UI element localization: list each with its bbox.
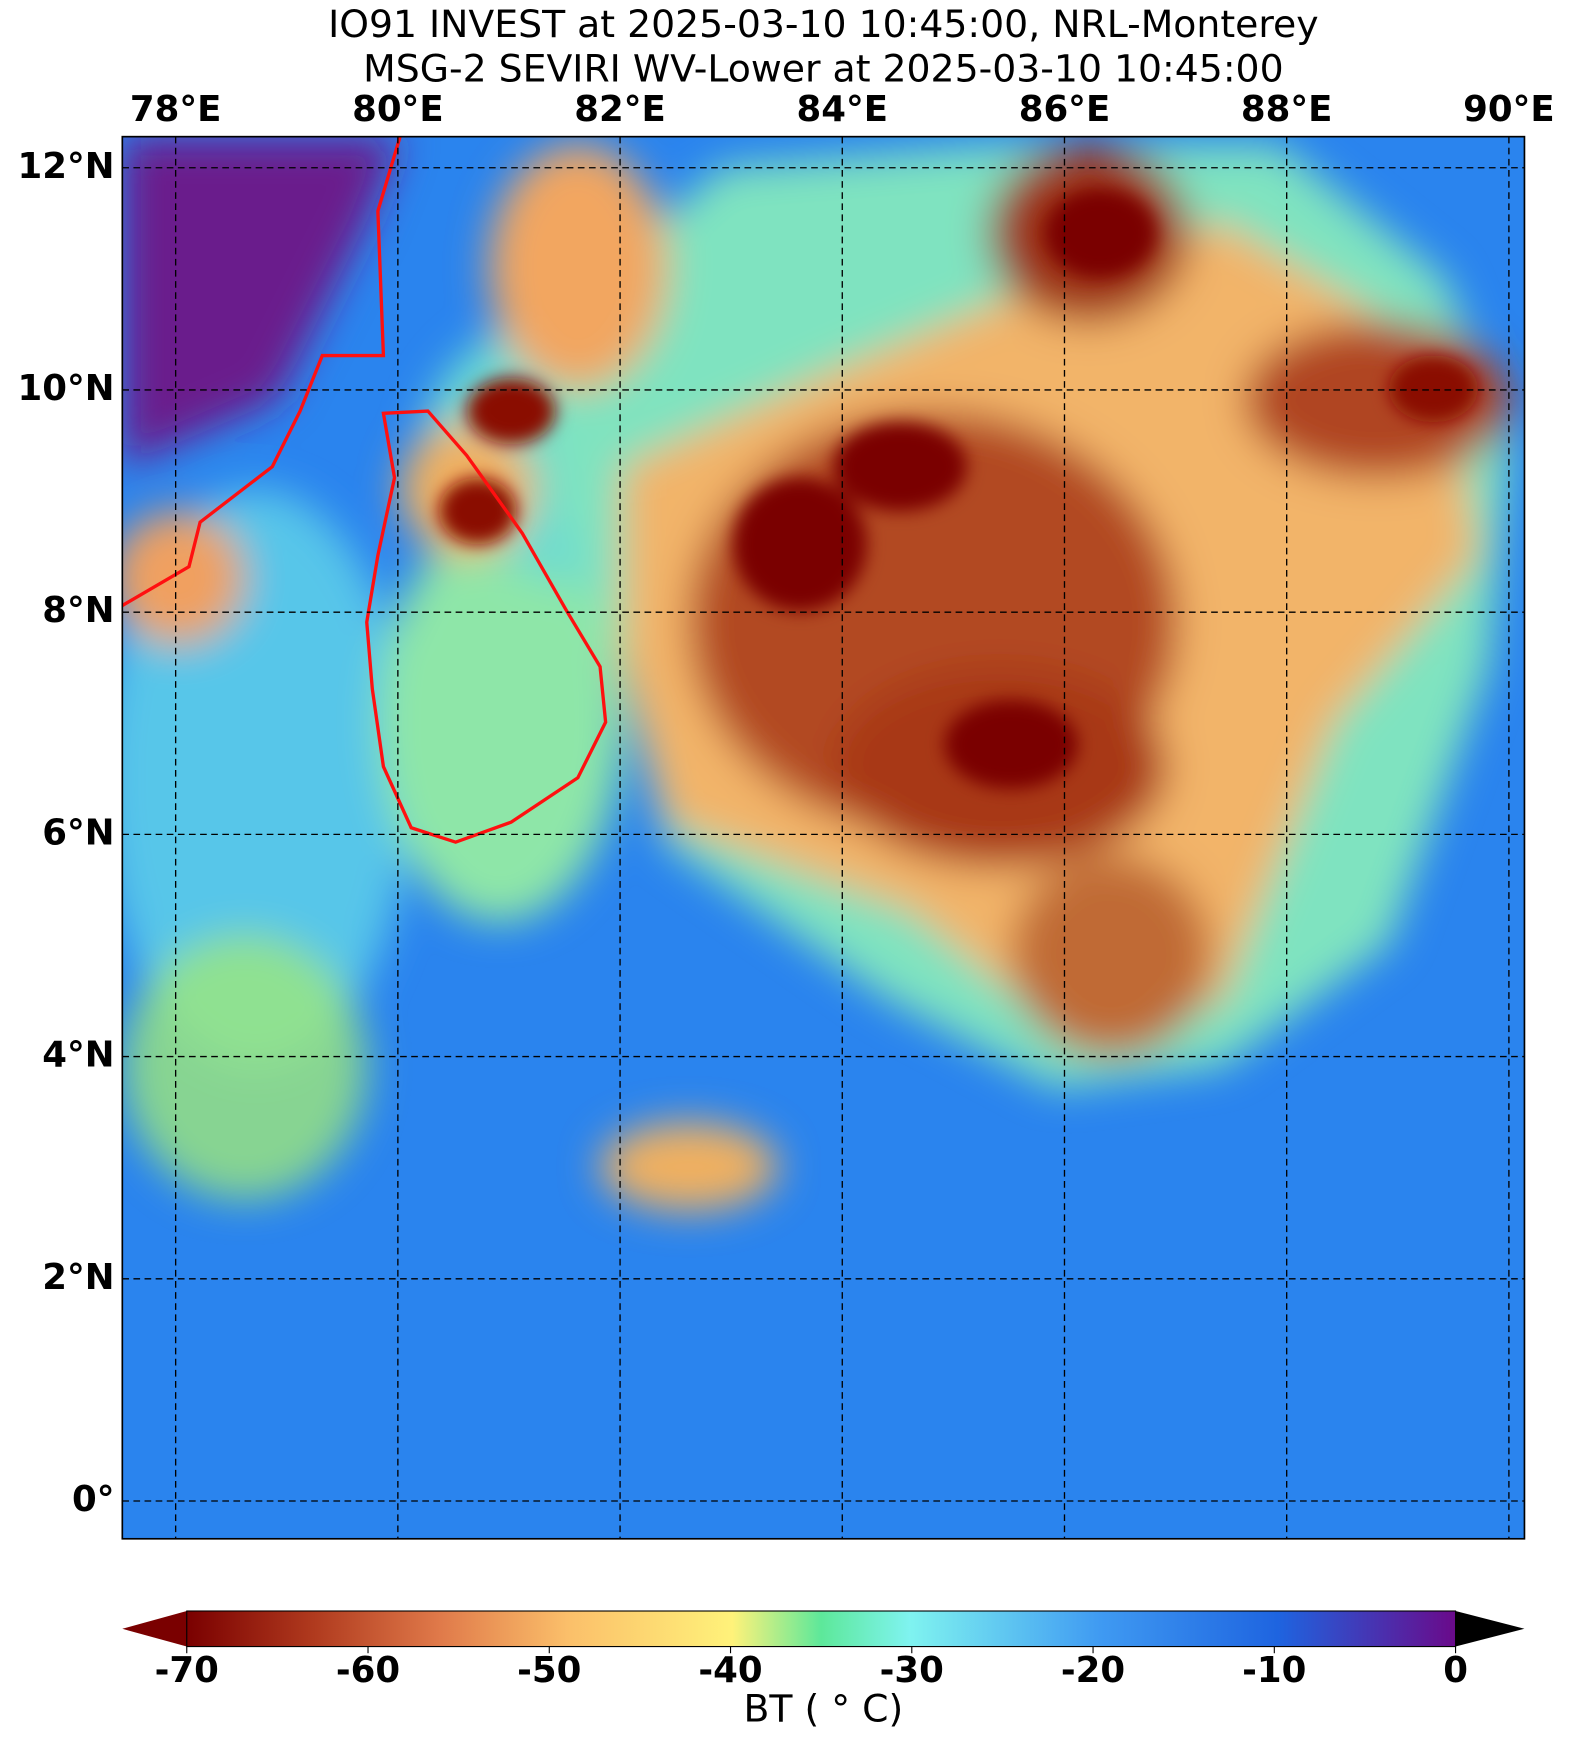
y-tick-label: 10°N — [18, 368, 115, 409]
colorbar-extend-min — [122, 1611, 187, 1647]
colorbar — [186, 1611, 1456, 1647]
colorbar-tick-label: 0 — [1443, 1650, 1468, 1691]
map-frame — [121, 135, 1526, 1540]
x-tick-label: 88°E — [1241, 89, 1333, 130]
y-tick-label: 0° — [72, 1479, 115, 1520]
x-tick-label: 82°E — [574, 89, 666, 130]
y-tick-label: 4°N — [42, 1035, 114, 1076]
x-tick-label: 84°E — [797, 89, 889, 130]
x-tick-label: 86°E — [1019, 89, 1111, 130]
colorbar-label: BT ( ° C) — [744, 1687, 904, 1731]
x-tick-label: 90°E — [1463, 89, 1555, 130]
colorbar-frame — [186, 1610, 1457, 1648]
satellite-image — [122, 136, 1525, 1539]
colorbar-extend-max — [1455, 1611, 1525, 1647]
y-tick-label: 6°N — [42, 812, 114, 853]
y-tick-label: 8°N — [42, 590, 114, 631]
title: IO91 INVEST at 2025-03-10 10:45:00, NRL-… — [328, 2, 1319, 46]
colorbar-tick-label: -20 — [1061, 1650, 1125, 1691]
colorbar-tick-label: -50 — [517, 1650, 581, 1691]
colorbar-tick-label: -30 — [880, 1650, 944, 1691]
colorbar-tick-label: -40 — [698, 1650, 762, 1691]
x-tick-label: 78°E — [130, 89, 222, 130]
y-tick-label: 2°N — [42, 1257, 114, 1298]
colorbar-tick-label: -10 — [1242, 1650, 1306, 1691]
colorbar-tick-label: -60 — [336, 1650, 400, 1691]
subtitle: MSG-2 SEVIRI WV-Lower at 2025-03-10 10:4… — [363, 47, 1283, 91]
x-tick-label: 80°E — [352, 89, 444, 130]
colorbar-tick-label: -70 — [155, 1650, 219, 1691]
y-tick-label: 12°N — [18, 146, 115, 187]
